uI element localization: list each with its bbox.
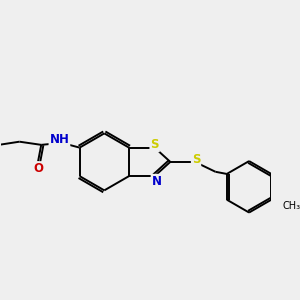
Text: O: O — [33, 162, 43, 175]
Text: S: S — [192, 153, 200, 166]
Text: NH: NH — [50, 133, 69, 146]
Text: N: N — [152, 175, 162, 188]
Text: S: S — [150, 138, 159, 152]
Text: CH₃: CH₃ — [282, 201, 300, 211]
